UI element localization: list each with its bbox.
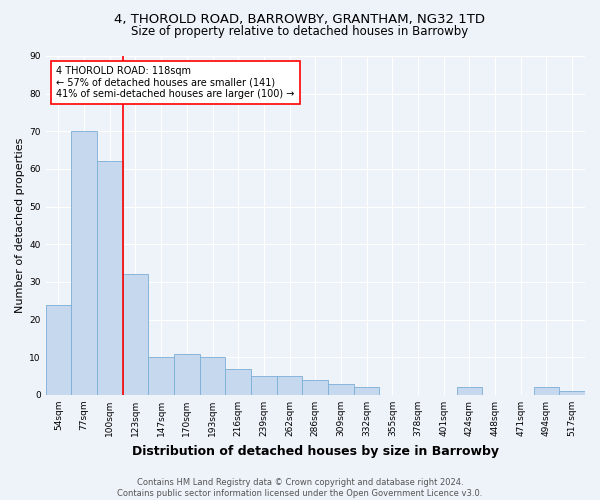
Bar — [226, 368, 251, 395]
Bar — [200, 358, 226, 395]
Bar — [251, 376, 277, 395]
Bar — [559, 391, 585, 395]
Bar — [328, 384, 354, 395]
Text: 4 THOROLD ROAD: 118sqm
← 57% of detached houses are smaller (141)
41% of semi-de: 4 THOROLD ROAD: 118sqm ← 57% of detached… — [56, 66, 295, 100]
Bar — [457, 388, 482, 395]
Bar — [354, 388, 379, 395]
Bar — [302, 380, 328, 395]
Text: Size of property relative to detached houses in Barrowby: Size of property relative to detached ho… — [131, 25, 469, 38]
Y-axis label: Number of detached properties: Number of detached properties — [15, 138, 25, 313]
X-axis label: Distribution of detached houses by size in Barrowby: Distribution of detached houses by size … — [132, 444, 499, 458]
Bar — [174, 354, 200, 395]
Bar — [277, 376, 302, 395]
Bar — [122, 274, 148, 395]
Text: 4, THOROLD ROAD, BARROWBY, GRANTHAM, NG32 1TD: 4, THOROLD ROAD, BARROWBY, GRANTHAM, NG3… — [115, 12, 485, 26]
Text: Contains HM Land Registry data © Crown copyright and database right 2024.
Contai: Contains HM Land Registry data © Crown c… — [118, 478, 482, 498]
Bar — [148, 358, 174, 395]
Bar — [533, 388, 559, 395]
Bar — [46, 304, 71, 395]
Bar — [97, 162, 122, 395]
Bar — [71, 132, 97, 395]
